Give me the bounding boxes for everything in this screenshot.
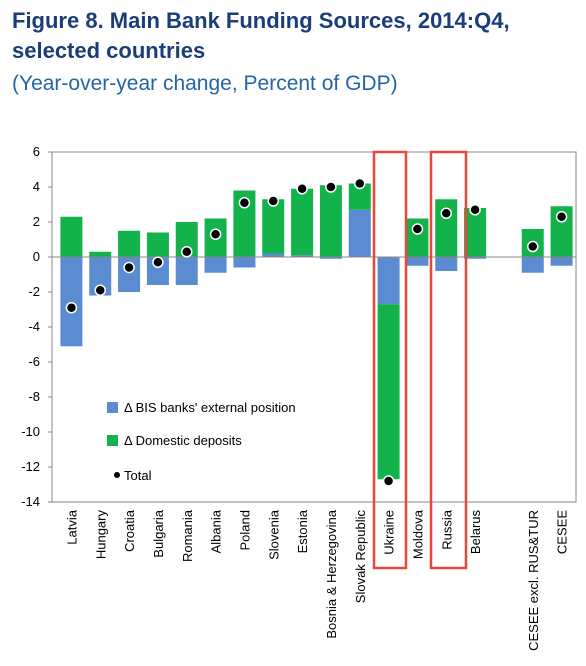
y-tick-label: 0: [33, 249, 40, 264]
highlight-box: [429, 150, 468, 570]
bar-segment: [435, 257, 458, 271]
y-tick-label: -2: [28, 284, 40, 299]
plot-frame: [51, 151, 577, 503]
total-dot: [527, 240, 539, 253]
bar-segment: [175, 257, 198, 285]
bar-segment: [118, 230, 141, 257]
y-tick-label: -14: [21, 494, 40, 509]
total-dot: [65, 302, 78, 314]
x-tick-label: Poland: [237, 510, 252, 550]
total-dot: [94, 284, 106, 296]
y-tick-label: 4: [33, 179, 40, 194]
bar-segment: [521, 257, 544, 273]
x-tick-label: Russia: [439, 509, 454, 550]
total-dot: [296, 183, 308, 195]
y-tick-label: -6: [28, 354, 40, 369]
highlight-box: [372, 150, 408, 570]
y-tick-label: -10: [21, 424, 40, 439]
bar-segment: [262, 199, 285, 254]
bar-segment: [89, 257, 112, 296]
y-tick-label: 6: [33, 144, 40, 159]
total-dot: [181, 246, 193, 258]
total-dot: [209, 228, 222, 240]
x-tick-label: Estonia: [295, 509, 310, 553]
chart-title: Figure 8. Main Bank Funding Sources, 201…: [12, 8, 510, 63]
x-tick-label: Moldova: [410, 509, 425, 559]
x-tick-label: Hungary: [93, 510, 108, 560]
x-tick-label: Romania: [180, 509, 195, 562]
bar-segment: [319, 257, 342, 259]
y-tick-label: -12: [21, 459, 40, 474]
bar-segment: [233, 257, 256, 268]
bar-segment: [291, 188, 314, 256]
legend-label: Δ Domestic deposits: [124, 433, 242, 448]
total-dot: [555, 211, 568, 223]
y-tick-label: -8: [28, 389, 40, 404]
total-dot: [238, 197, 251, 209]
x-tick-label: Croatia: [122, 509, 137, 552]
total-dot: [440, 207, 452, 219]
bar-segment: [89, 251, 112, 257]
total-dot: [382, 475, 395, 487]
x-tick-label: CESEE: [555, 510, 570, 554]
bar-segment: [550, 257, 573, 266]
chart-subtitle: (Year-over-year change, Percent of GDP): [12, 72, 398, 95]
x-tick-label: Bosnia & Herzegovina: [324, 509, 339, 638]
bar-segment: [146, 232, 169, 257]
bar-segment: [118, 257, 141, 292]
total-dot: [469, 204, 481, 216]
bar-segment: [146, 257, 169, 285]
bar-segment: [233, 190, 256, 257]
bar-segment: [204, 257, 227, 273]
bar-segment: [319, 185, 342, 257]
bar-segment: [377, 304, 400, 480]
y-tick-label: 2: [33, 214, 40, 229]
x-tick-label: Latvia: [64, 509, 79, 544]
bar-segment: [464, 257, 487, 259]
y-tick-label: -4: [28, 319, 40, 334]
total-dot: [325, 181, 337, 193]
bar-segment: [377, 257, 400, 305]
x-tick-label: Slovenia: [266, 509, 281, 560]
total-dot: [411, 223, 424, 235]
x-tick-label: Bulgaria: [151, 509, 166, 557]
legend-label: Total: [124, 468, 152, 483]
total-dot: [354, 177, 366, 190]
bar-segment: [60, 257, 83, 347]
bar-segment: [550, 206, 573, 257]
x-tick-label: Belarus: [468, 510, 483, 555]
bar-segment: [60, 216, 83, 257]
x-tick-label: CESEE excl. RUS&TUR: [526, 510, 541, 651]
bar-segment: [262, 253, 285, 257]
bar-segment: [348, 183, 371, 210]
x-tick-label: Slovak Republic: [353, 510, 368, 604]
bar-segment: [175, 222, 198, 257]
x-tick-label: Albania: [209, 509, 224, 553]
legend-swatch: [107, 402, 118, 413]
total-dot: [123, 261, 135, 274]
x-tick-label: Ukraine: [382, 510, 397, 555]
bar-segment: [348, 209, 371, 257]
legend-dot: [114, 472, 120, 478]
bar-segment: [406, 257, 429, 266]
bar-segment: [464, 208, 487, 257]
legend-swatch: [107, 435, 118, 446]
total-dot: [267, 195, 279, 207]
bar-segment: [291, 255, 314, 257]
total-dot: [152, 256, 164, 268]
legend-label: Δ BIS banks' external position: [124, 400, 296, 415]
